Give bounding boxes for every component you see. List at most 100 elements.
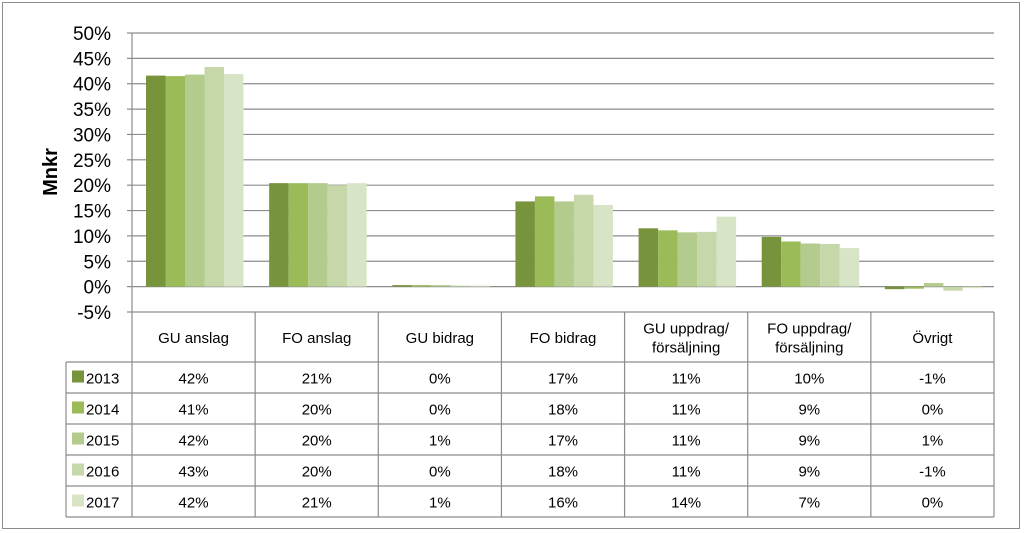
data-table-cell: 18% <box>548 402 578 419</box>
data-table-cell: 21% <box>302 495 332 512</box>
data-table-cell: 42% <box>179 433 209 450</box>
legend-label-2017: 2017 <box>86 495 119 512</box>
bar-2017-2 <box>470 285 490 287</box>
y-tick-label: 0% <box>84 278 112 299</box>
legend-key-2016 <box>72 463 84 476</box>
data-table-cell: 41% <box>179 402 209 419</box>
data-table-cell: 11% <box>672 402 701 419</box>
bar-2017-0 <box>224 74 244 287</box>
bar-2013-1 <box>269 183 289 287</box>
y-tick-label: 40% <box>73 75 111 96</box>
data-table-cell: 18% <box>548 464 578 481</box>
data-table-cell: 0% <box>429 402 451 419</box>
data-table-cell: 11% <box>672 464 701 481</box>
category-label: GU uppdrag/ <box>643 321 730 338</box>
y-tick-label: 20% <box>73 176 111 197</box>
bar-2016-5 <box>820 244 840 287</box>
bar-2014-0 <box>165 76 185 287</box>
data-table-cell: 21% <box>302 371 332 388</box>
bar-2017-3 <box>593 204 613 287</box>
data-table-cell: 1% <box>922 433 944 450</box>
bar-2016-3 <box>573 194 594 287</box>
data-table-cell: 43% <box>179 464 209 481</box>
data-table-cell: 9% <box>798 433 820 450</box>
bar-2017-6 <box>962 286 983 289</box>
bar-2016-6 <box>943 286 963 291</box>
data-table-cell: 17% <box>548 371 578 388</box>
y-tick-label: 45% <box>73 49 111 70</box>
category-label: GU bidrag <box>406 330 474 347</box>
bar-2014-4 <box>658 230 678 287</box>
bar-2014-3 <box>534 196 555 287</box>
y-tick-label: 5% <box>84 252 112 273</box>
legend-key-2013 <box>72 370 84 383</box>
data-table-cell: 20% <box>302 433 332 450</box>
data-table-cell: 10% <box>794 371 824 388</box>
legend-key-2017 <box>72 494 84 507</box>
bar-2017-4 <box>716 216 737 287</box>
bar-2015-2 <box>431 285 451 287</box>
bar-2014-1 <box>288 183 309 287</box>
data-table-cell: 20% <box>302 402 332 419</box>
category-label: FO anslag <box>282 330 351 347</box>
bar-2017-1 <box>347 183 367 287</box>
data-table-cell: 1% <box>429 433 451 450</box>
data-table-cell: 9% <box>798 402 820 419</box>
legend-key-2014 <box>72 401 84 414</box>
bar-2013-5 <box>761 236 782 287</box>
bar-2015-6 <box>923 283 944 287</box>
data-table-cell: 11% <box>672 371 701 388</box>
bar-2015-4 <box>677 232 698 287</box>
bar-2013-2 <box>392 285 412 287</box>
bar-2016-2 <box>450 285 471 287</box>
category-label: FO bidrag <box>530 330 597 347</box>
data-table-cell: -1% <box>919 371 946 388</box>
bar-2015-0 <box>185 74 205 287</box>
bar-2014-6 <box>904 286 924 289</box>
y-tick-label: 15% <box>73 202 111 223</box>
y-tick-label: 50% <box>73 24 111 45</box>
bar-2013-6 <box>884 286 905 290</box>
legend-label-2016: 2016 <box>86 464 119 481</box>
y-tick-label: 35% <box>73 100 111 121</box>
data-table-cell: 0% <box>429 464 451 481</box>
category-label: försäljning <box>775 340 843 357</box>
data-table-cell: 17% <box>548 433 578 450</box>
data-table-cell: 16% <box>548 495 578 512</box>
data-table-cell: -1% <box>919 464 946 481</box>
legend-label-2015: 2015 <box>86 433 119 450</box>
bar-2017-5 <box>839 248 860 287</box>
y-tick-label: -5% <box>77 303 111 324</box>
bar-2016-0 <box>204 66 224 287</box>
category-label: GU anslag <box>158 330 229 347</box>
bar-2015-1 <box>308 183 328 287</box>
bar-2013-0 <box>146 75 166 287</box>
data-table-cell: 14% <box>671 495 701 512</box>
data-table-cell: 0% <box>429 371 451 388</box>
y-tick-label: 10% <box>73 227 111 248</box>
y-axis-title: Mnkr <box>40 148 62 196</box>
bar-2016-4 <box>697 231 717 287</box>
bar-2016-1 <box>327 185 348 287</box>
category-label: försäljning <box>652 340 720 357</box>
data-table-cell: 42% <box>179 371 209 388</box>
data-table-cell: 11% <box>672 433 701 450</box>
bar-2013-4 <box>638 228 659 287</box>
data-table-cell: 0% <box>922 495 944 512</box>
bar-2013-3 <box>515 201 535 287</box>
bar-2015-5 <box>800 243 821 287</box>
y-tick-label: 25% <box>73 151 111 172</box>
category-label: FO uppdrag/ <box>767 321 852 338</box>
legend-label-2014: 2014 <box>86 402 119 419</box>
bar-2015-3 <box>554 201 574 287</box>
data-table-cell: 42% <box>179 495 209 512</box>
category-label: Övrigt <box>912 329 953 347</box>
data-table-cell: 7% <box>798 495 820 512</box>
y-tick-label: 30% <box>73 125 111 146</box>
bar-2014-5 <box>781 241 801 287</box>
legend-key-2015 <box>72 432 84 445</box>
bar-2014-2 <box>411 285 432 287</box>
data-table-cell: 20% <box>302 464 332 481</box>
